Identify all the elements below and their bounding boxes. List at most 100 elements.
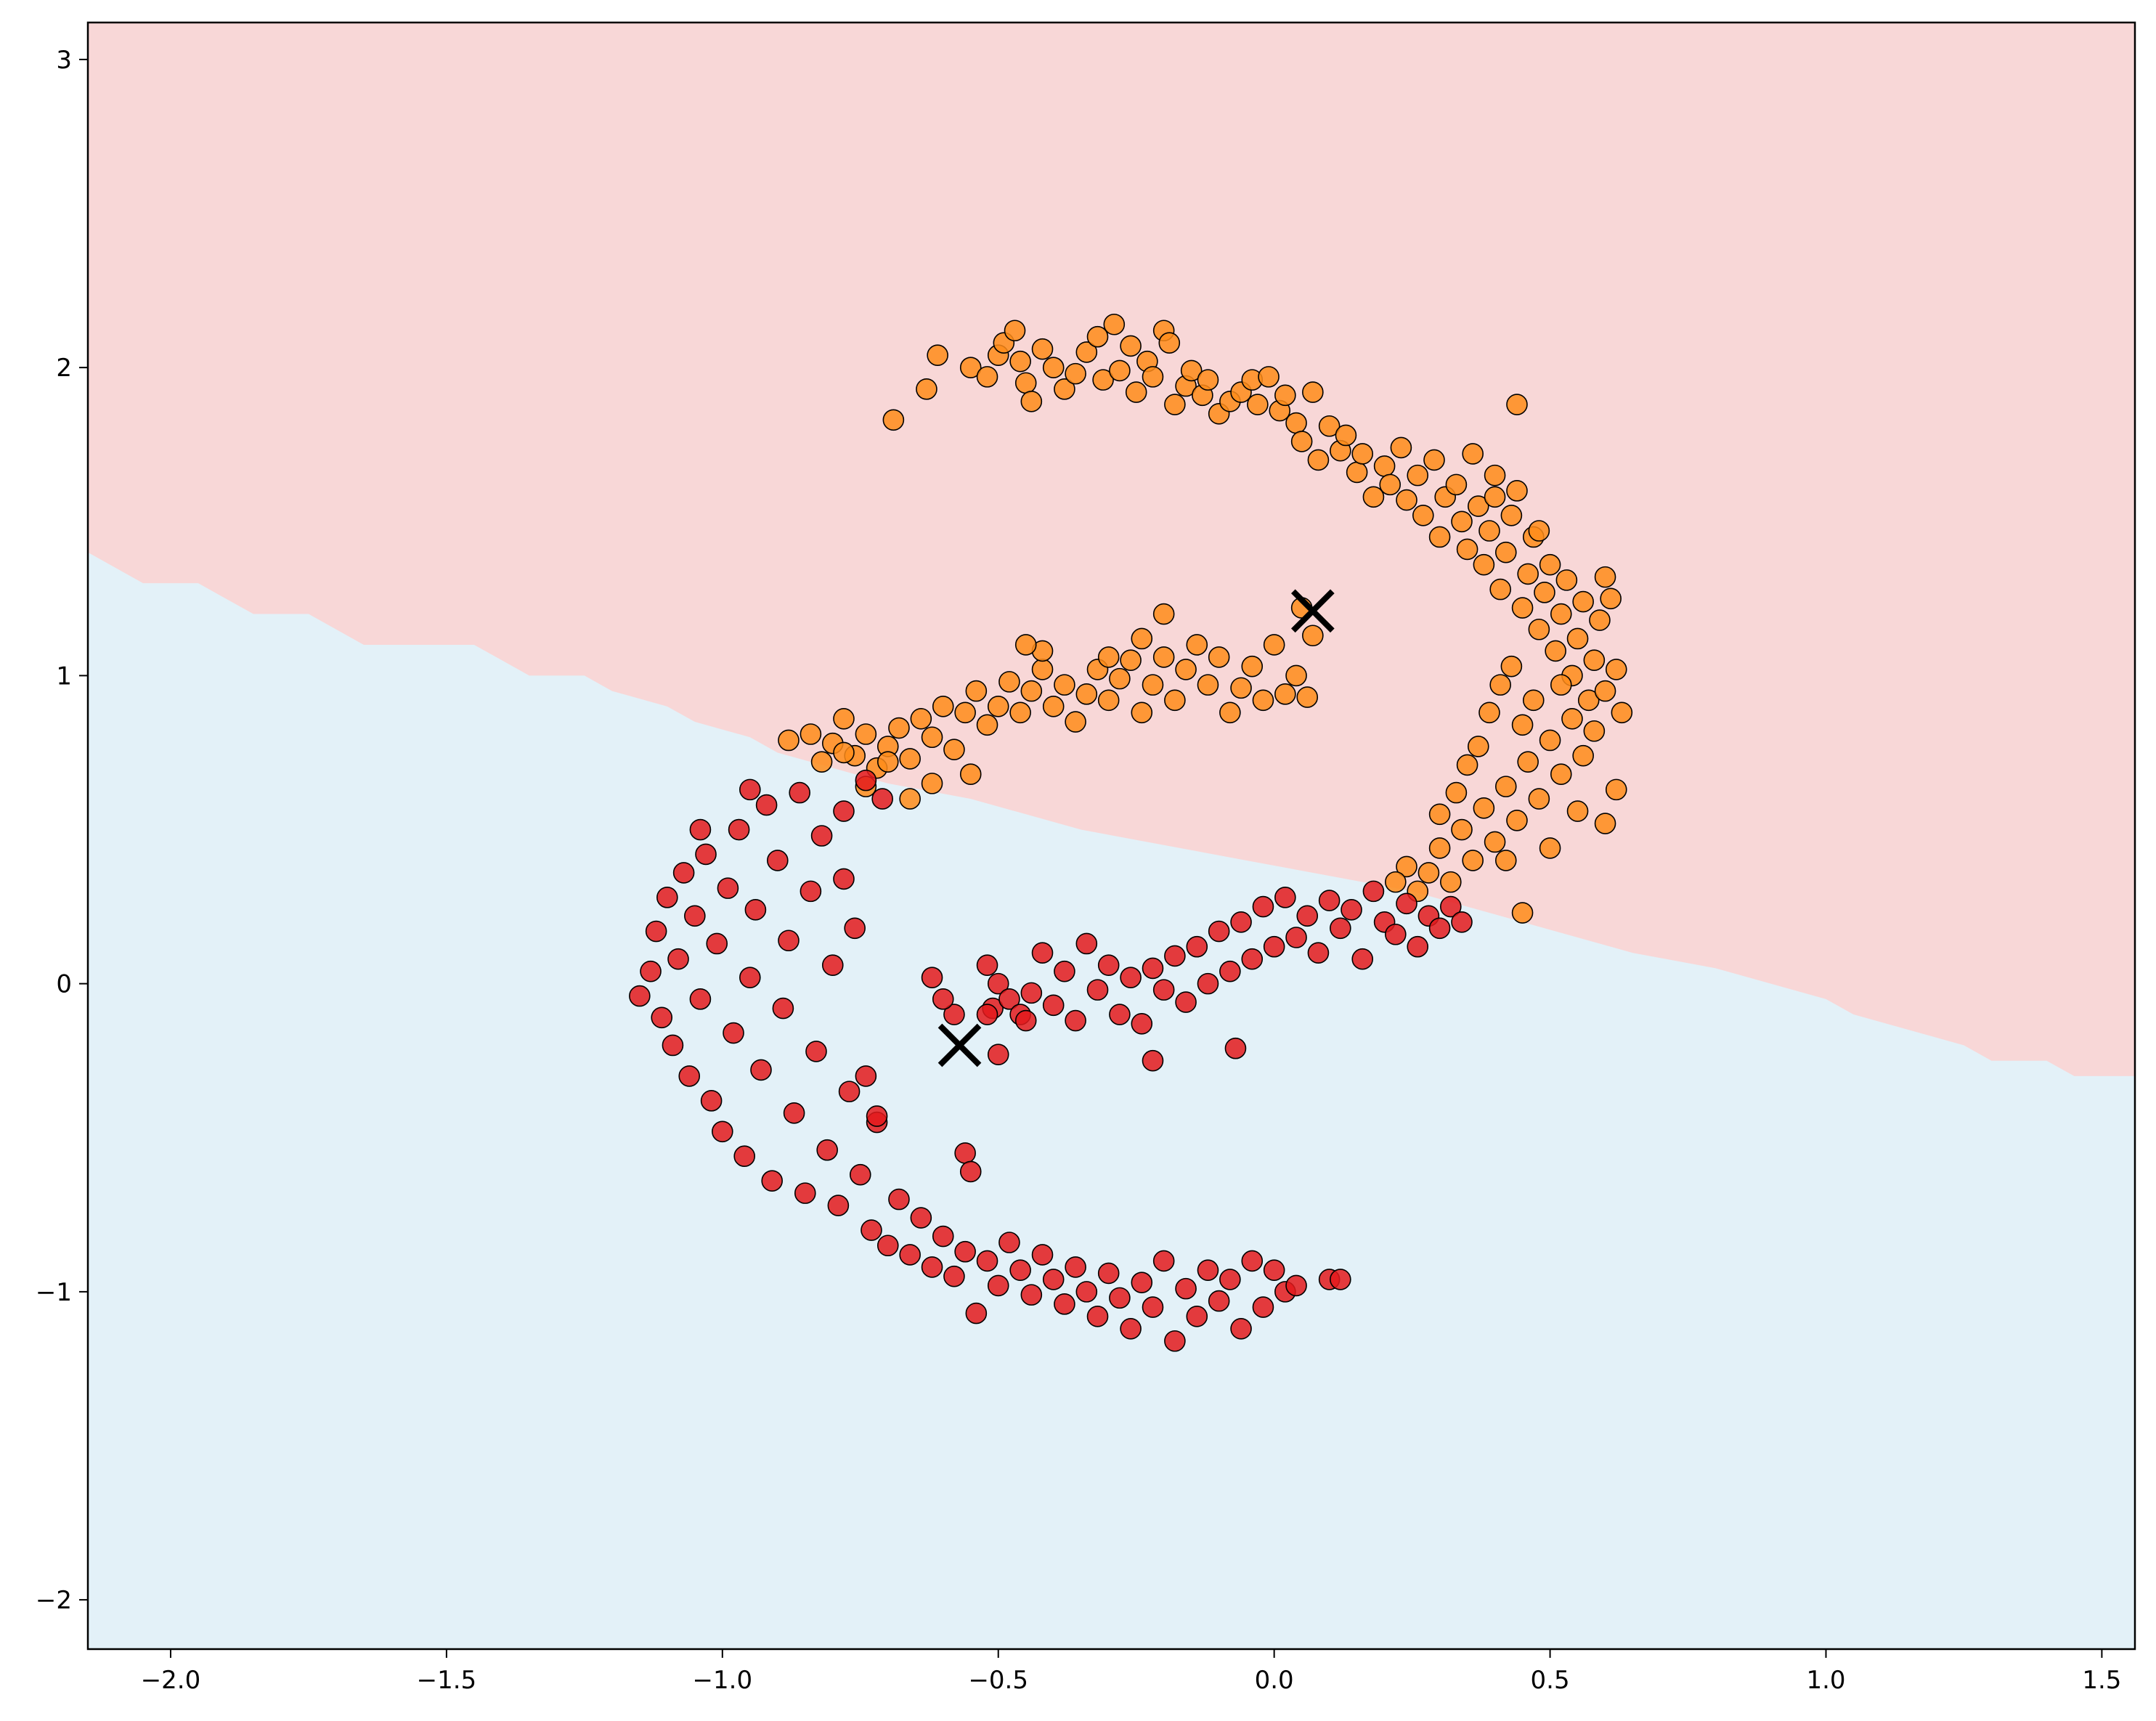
data-point [778, 729, 800, 752]
data-point [1494, 850, 1517, 871]
data-point [750, 1059, 772, 1081]
data-point [1539, 729, 1561, 752]
data-point [1440, 871, 1462, 893]
x-tick-label: −1.5 [417, 1666, 477, 1695]
data-point [1031, 942, 1054, 964]
data-point [1478, 701, 1500, 724]
data-point [954, 701, 976, 724]
data-point [1208, 646, 1230, 668]
x-tick-label: 0.5 [1531, 1666, 1570, 1695]
data-point [1494, 776, 1517, 797]
data-point [987, 1274, 1009, 1297]
data-point [1186, 1306, 1208, 1327]
data-point [921, 1256, 943, 1278]
data-point [1197, 972, 1219, 995]
data-point [1545, 640, 1566, 662]
data-point [1451, 818, 1473, 841]
data-point [910, 1207, 932, 1229]
data-point [1020, 982, 1043, 1004]
x-tick-label: −1.0 [693, 1666, 753, 1695]
data-point [1158, 332, 1181, 354]
data-point [899, 748, 921, 770]
data-point [1407, 464, 1429, 487]
data-point [943, 1265, 965, 1287]
data-point [1009, 350, 1031, 373]
data-point [1014, 634, 1037, 656]
data-point [1566, 800, 1589, 822]
data-point [1445, 473, 1468, 496]
data-point [1396, 489, 1417, 511]
data-point [744, 899, 767, 921]
data-point [855, 769, 877, 792]
data-point [1511, 902, 1534, 924]
data-point [1330, 917, 1351, 940]
data-point [1583, 720, 1606, 742]
data-point [1097, 689, 1120, 712]
data-point [728, 818, 750, 841]
data-point [1142, 957, 1164, 980]
data-point [1385, 871, 1407, 893]
data-point [1197, 369, 1219, 391]
x-tick-label: −0.5 [968, 1666, 1028, 1695]
data-point [1484, 486, 1506, 508]
data-point [1341, 899, 1362, 921]
data-point [778, 929, 800, 952]
data-point [1186, 634, 1208, 656]
data-point [712, 1120, 733, 1143]
data-point [1373, 455, 1396, 477]
data-point [1285, 927, 1307, 948]
data-point [1086, 325, 1109, 348]
data-point [1385, 923, 1407, 945]
data-point [651, 1006, 673, 1029]
data-point [1506, 394, 1528, 415]
x-tick-label: 0.0 [1255, 1666, 1294, 1695]
data-point [1054, 1293, 1075, 1315]
data-point [1208, 1290, 1230, 1312]
data-point [976, 366, 998, 388]
data-point [987, 972, 1009, 995]
data-point [1456, 754, 1478, 776]
data-point [1164, 394, 1186, 415]
data-point [976, 1250, 998, 1272]
data-point [1120, 1317, 1142, 1340]
data-point [1577, 689, 1600, 712]
data-point [1467, 736, 1489, 757]
data-point [1197, 674, 1219, 696]
data-point [833, 741, 855, 764]
data-point [755, 794, 778, 816]
data-point [844, 917, 866, 940]
data-point [766, 850, 789, 871]
data-point [1511, 597, 1534, 619]
data-point [1605, 659, 1627, 680]
data-point [899, 1244, 921, 1266]
x-tick-label: 1.0 [1806, 1666, 1845, 1695]
data-point [1103, 313, 1126, 335]
data-point [640, 960, 662, 982]
data-point [783, 1102, 805, 1124]
data-point [1097, 954, 1120, 976]
data-point [1506, 480, 1528, 502]
decision-region-upper [88, 23, 2135, 1076]
data-point [1517, 563, 1539, 585]
data-point [789, 781, 810, 804]
data-point [1120, 335, 1142, 357]
data-point [1230, 1317, 1252, 1340]
data-point [800, 723, 822, 745]
data-point [1131, 627, 1153, 650]
data-point [1131, 1272, 1153, 1293]
data-point [1224, 1037, 1247, 1059]
data-point [1152, 1250, 1175, 1272]
data-point [1274, 887, 1296, 908]
data-point [810, 751, 833, 773]
data-point [1097, 646, 1120, 668]
data-point [838, 1081, 861, 1102]
data-point [1285, 664, 1307, 687]
data-point [1396, 892, 1417, 915]
data-point [1307, 942, 1330, 964]
data-point [959, 763, 982, 785]
data-point [932, 988, 954, 1010]
data-point [1109, 667, 1131, 690]
data-point [1020, 1284, 1043, 1306]
data-point [1561, 707, 1583, 730]
